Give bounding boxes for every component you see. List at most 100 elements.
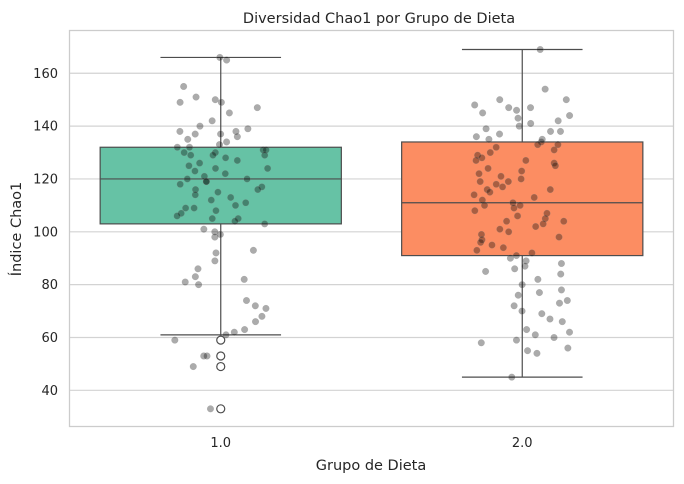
data-point <box>203 352 211 360</box>
data-point <box>533 349 541 357</box>
data-point <box>485 135 493 143</box>
data-point <box>190 204 198 212</box>
outlier-point <box>216 335 226 345</box>
data-point <box>557 286 566 294</box>
data-point <box>551 162 559 170</box>
data-point <box>264 164 272 172</box>
data-point <box>259 146 267 154</box>
data-point <box>242 199 250 207</box>
outlier-point <box>216 351 226 361</box>
data-point <box>230 328 238 336</box>
data-point <box>554 141 562 149</box>
y-tick-labels: 40 60 80 100 120 140 160 <box>33 67 58 399</box>
data-point <box>200 225 208 233</box>
data-point <box>211 96 219 104</box>
data-point <box>483 185 491 194</box>
data-point <box>528 249 536 257</box>
data-point <box>479 109 487 117</box>
data-point <box>216 53 224 61</box>
data-point <box>478 196 486 204</box>
chart-title: Diversidad Chao1 por Grupo de Dieta <box>243 11 515 27</box>
data-point <box>480 201 489 209</box>
data-point <box>543 209 551 217</box>
data-point <box>191 167 199 175</box>
data-point <box>546 315 554 323</box>
data-point <box>261 151 269 159</box>
data-point <box>177 209 185 217</box>
data-point <box>182 204 190 212</box>
data-point <box>471 101 479 109</box>
data-point <box>531 331 539 339</box>
data-point <box>563 296 571 305</box>
data-point <box>505 228 513 236</box>
data-point <box>477 339 485 347</box>
data-point <box>513 106 521 114</box>
data-point <box>207 196 215 204</box>
data-point <box>538 310 546 318</box>
data-point <box>471 207 479 215</box>
strip-points <box>171 45 574 413</box>
box-group-2.0 <box>401 48 644 378</box>
data-point <box>565 328 574 336</box>
data-point <box>497 172 505 180</box>
data-point <box>524 347 532 355</box>
data-point <box>223 138 231 146</box>
data-point <box>211 233 219 241</box>
data-point <box>258 183 266 191</box>
data-point <box>176 98 184 106</box>
data-point <box>518 281 526 289</box>
data-point <box>537 138 545 146</box>
data-point <box>546 127 555 135</box>
data-point <box>526 104 535 112</box>
data-point <box>541 85 549 93</box>
data-point <box>550 146 558 154</box>
data-point <box>478 154 486 162</box>
data-point <box>176 127 184 135</box>
data-point <box>564 344 572 352</box>
data-point <box>522 156 530 165</box>
data-point <box>196 122 204 130</box>
data-point <box>191 185 200 194</box>
data-point <box>215 141 224 149</box>
box-iqr <box>99 146 342 225</box>
data-point <box>191 273 199 281</box>
data-point <box>176 180 184 188</box>
data-point <box>211 148 219 157</box>
data-point <box>233 133 241 141</box>
data-point <box>495 130 504 138</box>
data-point <box>261 220 269 228</box>
x-tick-labels: 1.0 2.0 <box>210 436 532 451</box>
data-point <box>189 363 197 371</box>
data-point <box>499 183 507 191</box>
data-point <box>510 204 518 212</box>
data-point <box>185 143 194 151</box>
data-point <box>262 304 270 312</box>
data-point <box>470 191 478 199</box>
data-point <box>232 127 240 135</box>
data-point <box>217 98 225 106</box>
y-tick-label: 100 <box>33 225 58 240</box>
data-point <box>482 125 490 133</box>
data-point <box>496 96 504 104</box>
data-point <box>534 141 542 149</box>
data-point <box>550 159 558 167</box>
data-point <box>222 154 230 162</box>
data-point <box>517 175 525 183</box>
data-point <box>506 254 514 262</box>
data-point <box>473 246 481 254</box>
data-point <box>253 104 261 112</box>
data-point <box>191 191 199 199</box>
y-tick-label: 160 <box>33 67 58 82</box>
data-point <box>221 170 229 178</box>
data-point <box>208 117 216 125</box>
data-point <box>566 111 574 120</box>
data-point <box>554 117 562 125</box>
data-point <box>555 233 563 241</box>
data-point <box>503 217 511 225</box>
data-point <box>557 270 565 278</box>
data-point <box>191 130 199 138</box>
data-point <box>211 257 219 265</box>
data-point <box>231 217 239 225</box>
data-point <box>484 164 492 172</box>
data-point <box>535 289 543 297</box>
